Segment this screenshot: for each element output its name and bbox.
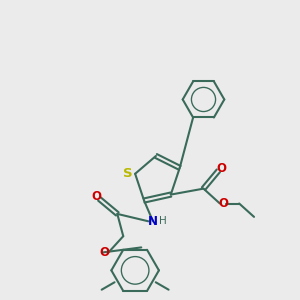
Text: H: H — [160, 216, 167, 226]
Text: N: N — [148, 215, 158, 228]
Text: O: O — [100, 246, 110, 259]
Text: S: S — [123, 167, 133, 180]
Text: O: O — [91, 190, 101, 203]
Text: O: O — [216, 162, 226, 175]
Text: O: O — [218, 197, 228, 210]
